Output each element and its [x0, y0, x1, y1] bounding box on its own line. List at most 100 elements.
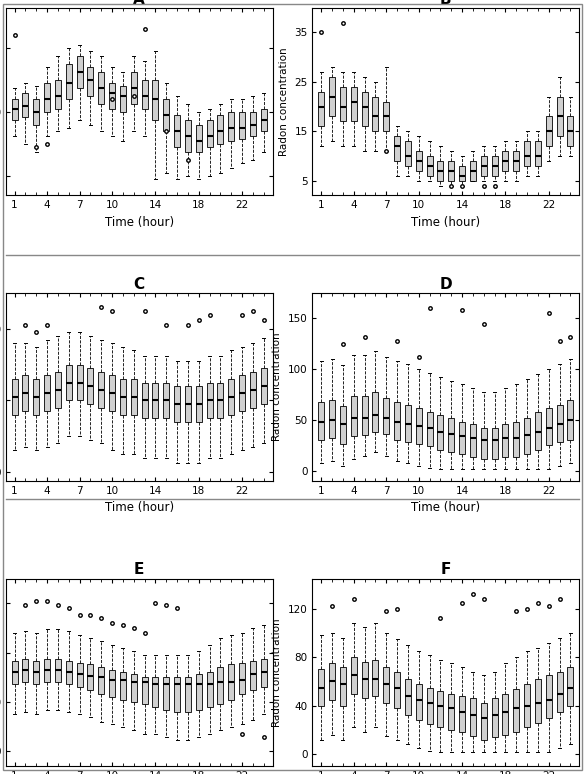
PathPatch shape [340, 406, 346, 444]
PathPatch shape [77, 56, 82, 88]
PathPatch shape [329, 663, 335, 700]
PathPatch shape [44, 375, 50, 411]
PathPatch shape [362, 662, 367, 698]
PathPatch shape [491, 156, 498, 176]
PathPatch shape [503, 151, 508, 171]
PathPatch shape [426, 156, 432, 176]
PathPatch shape [318, 92, 324, 126]
PathPatch shape [373, 97, 378, 132]
PathPatch shape [557, 672, 563, 712]
PathPatch shape [383, 101, 389, 132]
PathPatch shape [394, 402, 400, 440]
Y-axis label: Radon concentration: Radon concentration [279, 47, 289, 156]
PathPatch shape [416, 408, 422, 444]
PathPatch shape [416, 151, 422, 171]
PathPatch shape [163, 99, 169, 132]
PathPatch shape [228, 379, 234, 415]
PathPatch shape [318, 402, 324, 440]
PathPatch shape [142, 677, 147, 704]
PathPatch shape [459, 696, 465, 732]
PathPatch shape [66, 365, 72, 400]
PathPatch shape [87, 368, 94, 404]
PathPatch shape [470, 161, 476, 180]
PathPatch shape [340, 87, 346, 122]
PathPatch shape [153, 382, 159, 418]
PathPatch shape [513, 151, 519, 171]
PathPatch shape [228, 112, 234, 141]
PathPatch shape [207, 120, 212, 147]
PathPatch shape [98, 72, 104, 104]
PathPatch shape [416, 684, 422, 721]
PathPatch shape [218, 115, 223, 144]
PathPatch shape [426, 412, 432, 447]
PathPatch shape [567, 667, 573, 706]
PathPatch shape [481, 428, 487, 458]
PathPatch shape [340, 667, 346, 706]
PathPatch shape [535, 679, 541, 723]
PathPatch shape [546, 408, 552, 445]
PathPatch shape [513, 422, 519, 457]
PathPatch shape [481, 156, 487, 176]
PathPatch shape [66, 64, 72, 99]
PathPatch shape [174, 386, 180, 422]
PathPatch shape [22, 659, 28, 682]
PathPatch shape [55, 659, 61, 682]
Y-axis label: Radon concentration: Radon concentration [273, 618, 283, 727]
PathPatch shape [207, 382, 212, 418]
PathPatch shape [98, 372, 104, 408]
PathPatch shape [567, 399, 573, 440]
PathPatch shape [174, 677, 180, 712]
PathPatch shape [470, 424, 476, 457]
PathPatch shape [185, 120, 191, 152]
PathPatch shape [153, 677, 159, 707]
PathPatch shape [524, 418, 530, 454]
PathPatch shape [120, 673, 126, 700]
PathPatch shape [329, 77, 335, 116]
PathPatch shape [459, 166, 465, 180]
PathPatch shape [438, 691, 443, 728]
PathPatch shape [55, 372, 61, 408]
PathPatch shape [261, 368, 267, 404]
PathPatch shape [329, 399, 335, 438]
PathPatch shape [459, 422, 465, 454]
PathPatch shape [250, 112, 256, 136]
PathPatch shape [470, 698, 476, 736]
PathPatch shape [481, 704, 487, 740]
PathPatch shape [383, 667, 389, 704]
PathPatch shape [535, 141, 541, 166]
PathPatch shape [131, 72, 137, 104]
PathPatch shape [491, 698, 498, 737]
PathPatch shape [87, 67, 94, 96]
PathPatch shape [120, 379, 126, 415]
PathPatch shape [109, 670, 115, 697]
PathPatch shape [438, 415, 443, 450]
PathPatch shape [491, 428, 498, 458]
X-axis label: Time (hour): Time (hour) [411, 216, 480, 229]
X-axis label: Time (hour): Time (hour) [105, 502, 174, 514]
PathPatch shape [557, 97, 563, 136]
PathPatch shape [351, 657, 357, 694]
PathPatch shape [318, 670, 324, 706]
PathPatch shape [185, 677, 191, 712]
PathPatch shape [77, 663, 82, 687]
Title: C: C [133, 277, 144, 292]
Title: B: B [440, 0, 452, 6]
X-axis label: Time (hour): Time (hour) [411, 502, 480, 514]
PathPatch shape [383, 398, 389, 434]
PathPatch shape [524, 141, 530, 166]
PathPatch shape [12, 660, 18, 684]
PathPatch shape [438, 161, 443, 180]
PathPatch shape [448, 161, 454, 180]
PathPatch shape [33, 379, 39, 415]
PathPatch shape [33, 99, 39, 125]
PathPatch shape [196, 125, 202, 152]
X-axis label: Time (hour): Time (hour) [105, 216, 174, 229]
PathPatch shape [524, 684, 530, 728]
PathPatch shape [503, 694, 508, 735]
PathPatch shape [535, 412, 541, 450]
PathPatch shape [185, 386, 191, 422]
PathPatch shape [394, 672, 400, 708]
PathPatch shape [503, 424, 508, 457]
PathPatch shape [109, 83, 115, 109]
PathPatch shape [239, 663, 245, 694]
